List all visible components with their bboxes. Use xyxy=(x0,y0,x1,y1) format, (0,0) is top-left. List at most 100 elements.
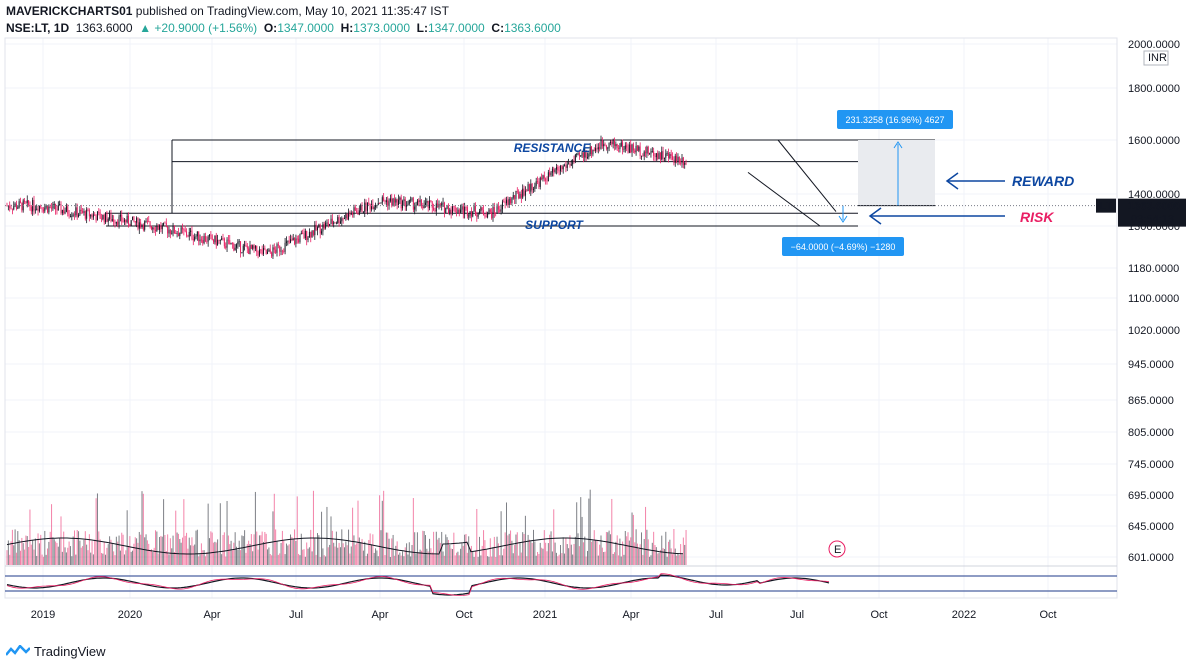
candle-body xyxy=(346,214,348,220)
volume-bar xyxy=(136,538,138,565)
candle-body xyxy=(194,236,196,241)
candle-body xyxy=(83,211,85,213)
volume-bar xyxy=(445,534,447,565)
volume-bar xyxy=(431,552,433,565)
candle-body xyxy=(657,153,659,160)
volume-bar xyxy=(399,552,401,565)
volume-bar xyxy=(155,530,156,565)
resistance-label: RESISTANCE xyxy=(514,141,591,155)
volume-bar xyxy=(92,554,94,565)
volume-bar xyxy=(169,538,171,565)
volume-bar xyxy=(291,536,293,565)
candle-body xyxy=(11,208,13,210)
volume-bar xyxy=(523,533,525,565)
volume-bar xyxy=(573,543,575,565)
time-tick-label: 2020 xyxy=(118,609,142,621)
candle-body xyxy=(134,221,136,223)
volume-bar xyxy=(614,552,615,565)
volume-bar xyxy=(676,555,678,565)
volume-bar xyxy=(226,500,228,565)
candle-body xyxy=(507,199,509,205)
volume-bar xyxy=(45,554,47,565)
volume-bar xyxy=(310,529,312,565)
candle-body xyxy=(485,216,487,218)
candle-body xyxy=(244,244,246,246)
candle-body xyxy=(312,231,314,235)
price-tick-label: 695.0000 xyxy=(1128,490,1174,502)
volume-bar xyxy=(348,529,350,565)
volume-bar xyxy=(123,554,125,565)
candle-body xyxy=(593,149,595,151)
candle-body xyxy=(515,190,517,199)
volume-bar xyxy=(395,545,397,565)
time-tick-label: Jul xyxy=(709,609,723,621)
volume-bar xyxy=(456,552,458,565)
volume-bar xyxy=(549,534,551,565)
candle-body xyxy=(429,200,431,209)
candle-body xyxy=(443,202,445,214)
volume-bar xyxy=(561,553,563,565)
volume-bar xyxy=(240,550,242,565)
volume-bar xyxy=(211,532,213,565)
candle-body xyxy=(18,201,20,208)
candlesticks xyxy=(6,135,687,260)
volume-bar xyxy=(662,548,664,565)
candle-body xyxy=(75,207,77,216)
candle-body xyxy=(674,155,676,163)
volume-bar xyxy=(636,543,638,565)
candle-body xyxy=(605,145,607,149)
candle-body xyxy=(281,250,283,252)
candle-body xyxy=(94,214,96,216)
symbol-label[interactable]: NSE:LT, 1D xyxy=(6,21,70,35)
candle-body xyxy=(520,193,522,198)
volume-bar xyxy=(503,548,505,565)
volume-bar xyxy=(129,536,131,565)
volume-bar xyxy=(219,503,221,565)
volume-bar xyxy=(364,541,366,565)
volume-bar xyxy=(464,534,466,565)
candle-body xyxy=(91,214,93,218)
volume-bar xyxy=(380,530,382,565)
candle-body xyxy=(677,156,679,162)
volume-bar xyxy=(595,540,597,565)
volume-bar xyxy=(492,547,494,565)
volume-bar xyxy=(480,555,482,565)
volume-bar xyxy=(473,556,475,565)
volume-bar xyxy=(52,537,54,565)
candle-body xyxy=(404,199,406,207)
time-tick-label: 2019 xyxy=(31,609,55,621)
candle-body xyxy=(641,155,642,157)
volume-bar xyxy=(261,531,263,565)
volume-bar xyxy=(601,547,603,565)
volume-bar xyxy=(358,537,360,565)
risk-box-label: −64.0000 (−4.69%) −1280 xyxy=(791,242,896,252)
candle-body xyxy=(452,206,453,214)
high-value: 1373.0000 xyxy=(353,21,410,35)
candle-body xyxy=(107,218,109,222)
candle-body xyxy=(115,221,117,224)
candle-body xyxy=(533,188,534,190)
volume-bar xyxy=(365,555,367,565)
candle-body xyxy=(74,214,75,216)
candle-body xyxy=(445,208,447,214)
candle-body xyxy=(206,241,208,243)
rsi-signal-line xyxy=(6,573,830,596)
candle-body xyxy=(379,202,381,204)
candle-body xyxy=(624,145,626,150)
volume-bar xyxy=(314,537,316,565)
volume-bar xyxy=(153,547,155,565)
candle-body xyxy=(654,155,656,158)
footer-brand[interactable]: TradingView xyxy=(6,644,106,659)
candle-body xyxy=(111,219,113,222)
volume-bar xyxy=(589,489,591,565)
volume-bar xyxy=(519,542,521,565)
symbol-tag-label: LT xyxy=(1100,201,1112,213)
candle-body xyxy=(638,146,640,151)
candle-body xyxy=(423,205,425,209)
candle-body xyxy=(146,220,148,222)
candle-body xyxy=(412,198,414,210)
candle-body xyxy=(576,154,578,155)
last-price: 1363.6000 xyxy=(75,21,133,35)
candle-body xyxy=(681,157,683,164)
